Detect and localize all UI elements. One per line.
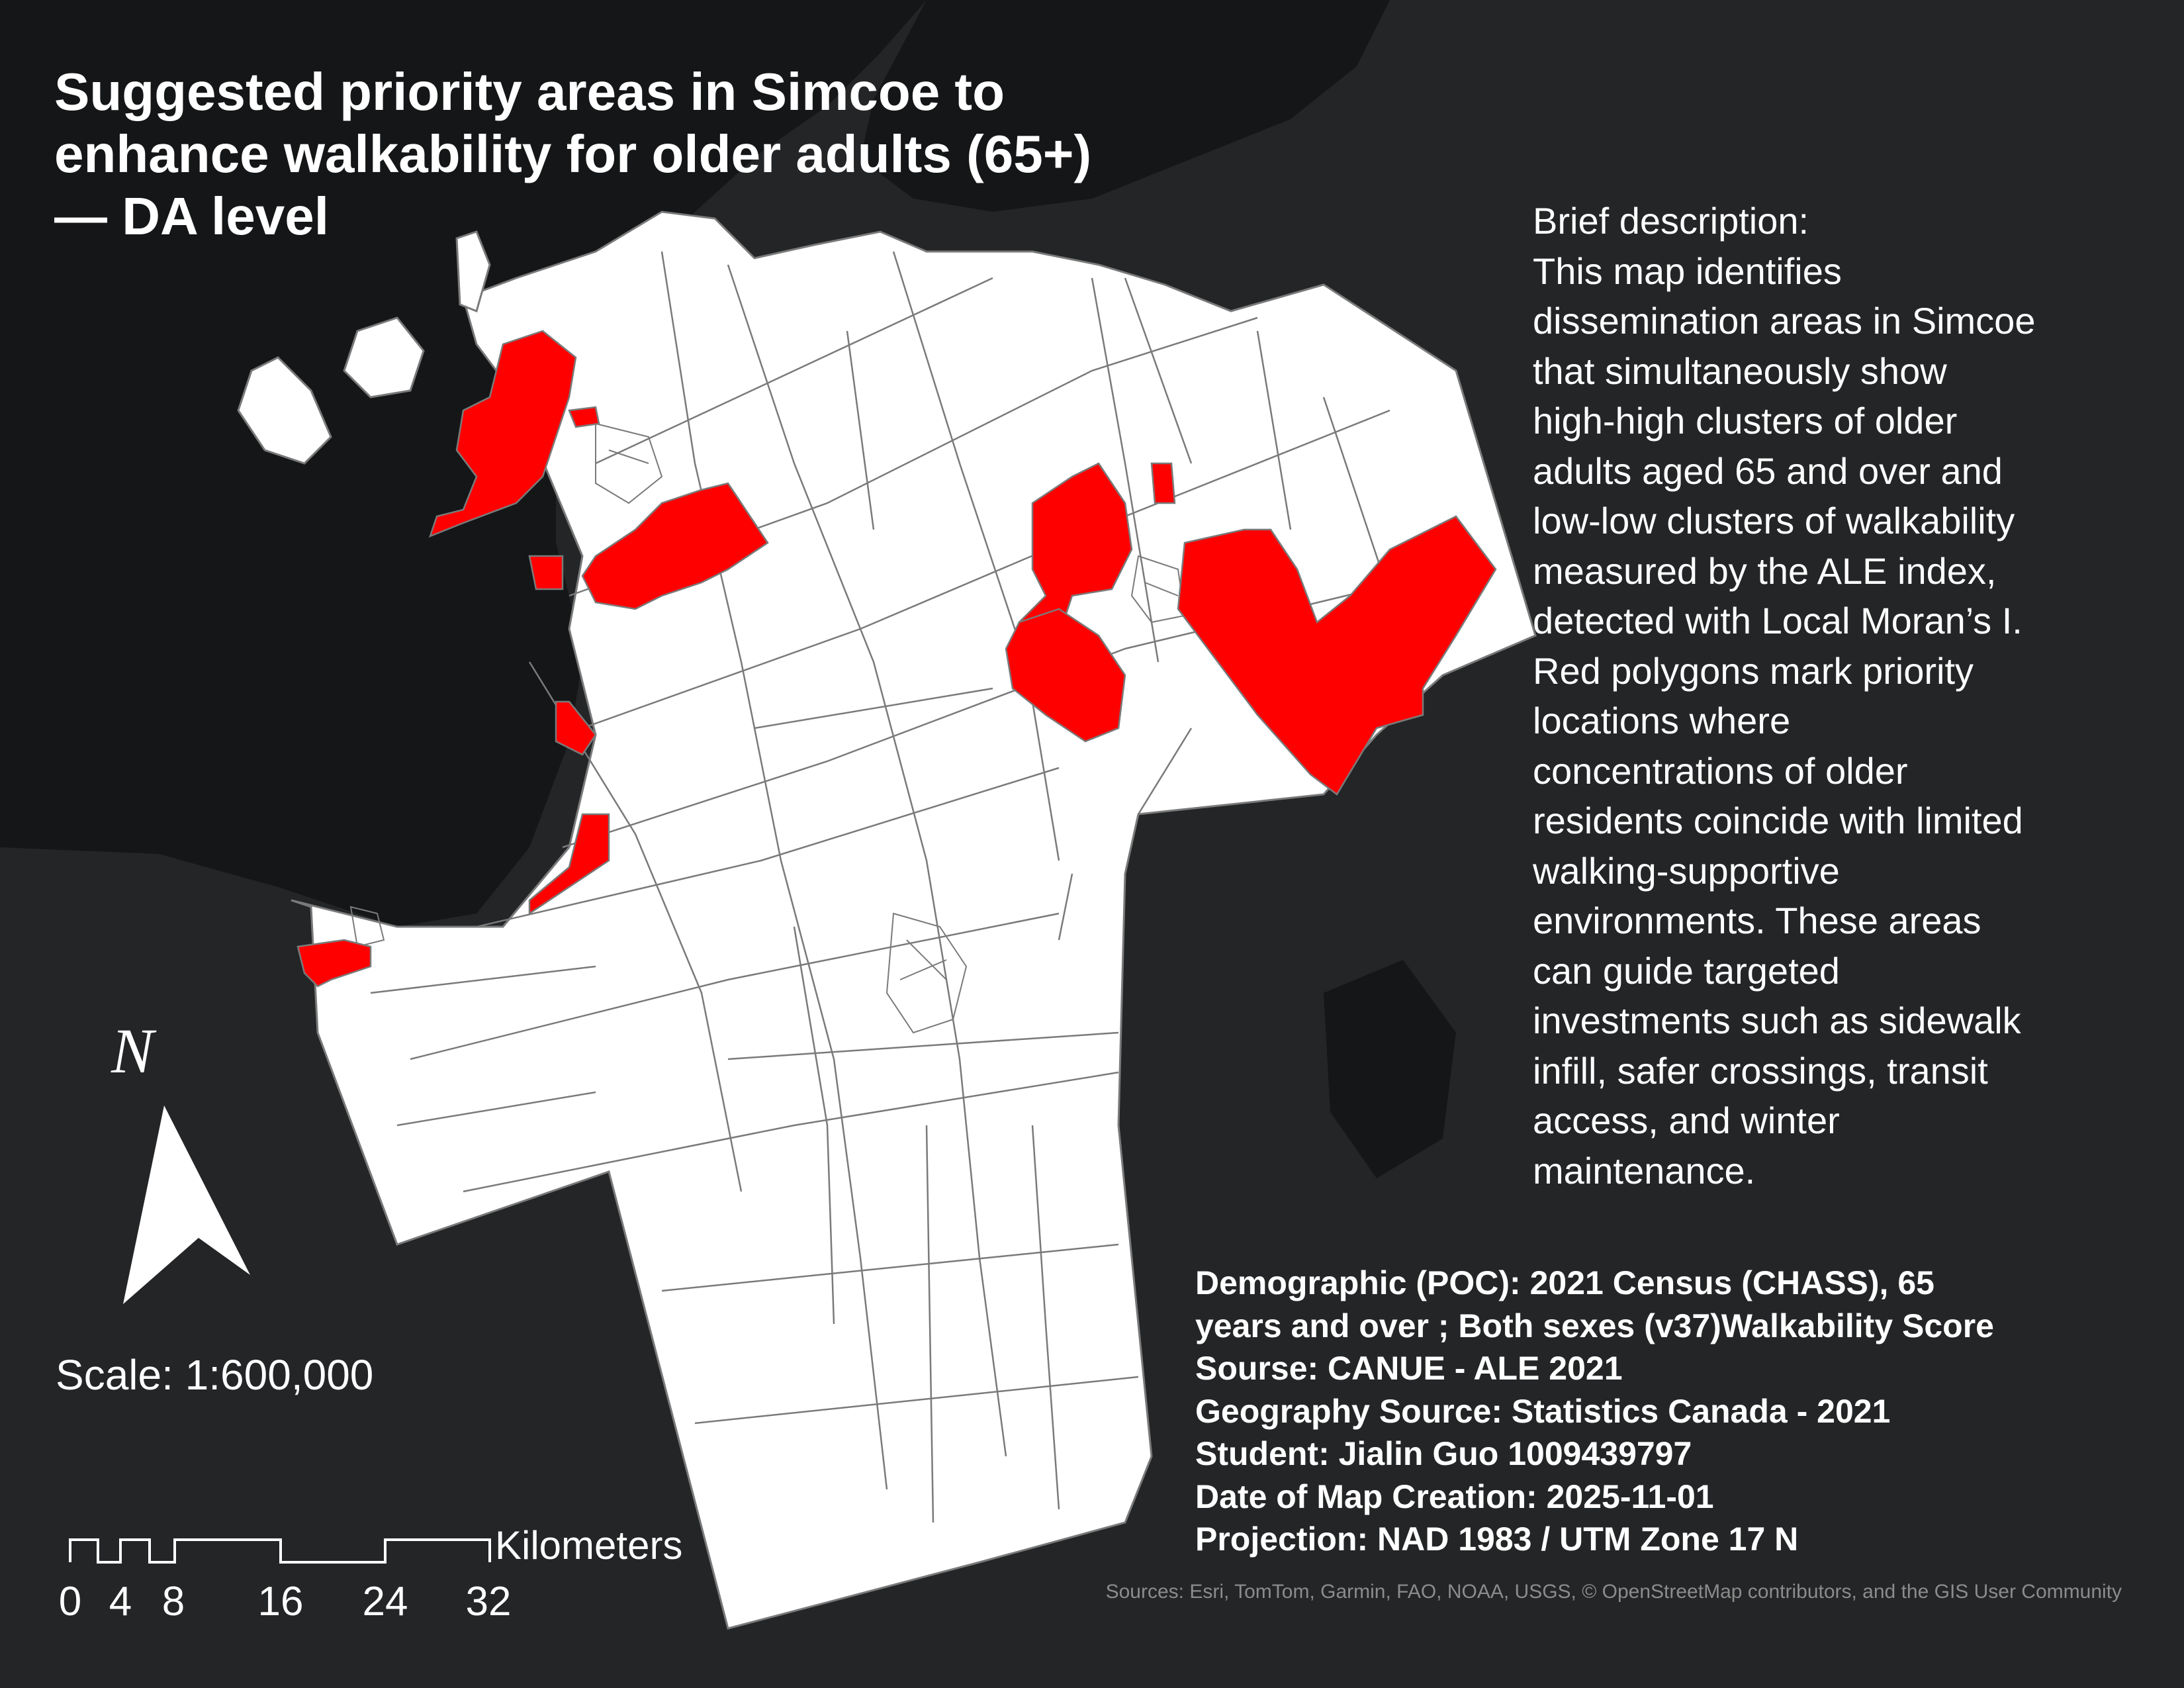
- description-line: environments. These areas: [1533, 900, 1981, 941]
- priority-area-orillia-north: [1150, 462, 1176, 504]
- peninsula-island: [237, 356, 332, 465]
- scale-unit: Kilometers: [495, 1523, 683, 1568]
- muskoka-lakes-water: [860, 0, 1390, 212]
- scale-ratio: Scale: 1:600,000: [56, 1351, 374, 1399]
- description-line: investments such as sidewalk: [1533, 1000, 2021, 1041]
- description-line: residents coincide with limited: [1533, 800, 2023, 841]
- north-arrow-icon: [123, 1105, 250, 1304]
- brief-description: Brief description: This map identifies d…: [1533, 196, 2155, 1196]
- priority-area-collingwood-east: [528, 813, 610, 915]
- scale-tick: 4: [109, 1579, 132, 1624]
- christian-island: [455, 230, 491, 313]
- scale-tick: 24: [362, 1579, 408, 1624]
- description-line: access, and winter: [1533, 1100, 1840, 1141]
- eastern-lake-water: [1324, 960, 1456, 1178]
- basemap-credits: Sources: Esri, TomTom, Garmin, FAO, NOAA…: [1105, 1581, 2122, 1603]
- metadata-geography: Geography Source: Statistics Canada - 20…: [1195, 1392, 1891, 1430]
- description-line: measured by the ALE index,: [1533, 549, 1997, 592]
- map-metadata: Demographic (POC): 2021 Census (CHASS), …: [1195, 1262, 2148, 1561]
- georgian-bay-water: [0, 0, 927, 927]
- description-line: locations where: [1533, 700, 1791, 741]
- description-line: maintenance.: [1533, 1149, 1756, 1192]
- metadata-date: Date of Map Creation: 2025-11-01: [1195, 1477, 1714, 1515]
- title-line: Suggested priority areas in Simcoe to: [54, 62, 1005, 121]
- description-line: can guide targeted: [1533, 949, 1840, 992]
- priority-area-midland-penetanguishene: [428, 330, 577, 538]
- priority-area-wasaga-beach: [555, 700, 597, 756]
- scale-tick: 32: [465, 1579, 512, 1624]
- description-line: Red polygons mark priority: [1533, 649, 1974, 692]
- title-line: — DA level: [54, 187, 329, 246]
- description-line: This map identifies: [1533, 250, 1842, 292]
- description-line: walking-supportive: [1533, 849, 1840, 892]
- description-line: high-high clusters of older: [1533, 400, 1958, 442]
- priority-area-orillia-south: [1005, 608, 1126, 743]
- metadata-student: Student: Jialin Guo 1009439797: [1195, 1435, 1692, 1472]
- description-line: Brief description:: [1533, 200, 1809, 242]
- description-line: low-low clusters of walkability: [1533, 500, 2015, 541]
- priority-area-tay: [581, 482, 769, 610]
- map-title: Suggested priority areas in Simcoe to en…: [54, 61, 1312, 248]
- description-line: dissemination areas in Simcoe: [1533, 300, 2036, 342]
- priority-area-port-mcnicoll: [568, 406, 600, 428]
- title-line: enhance walkability for older adults (65…: [54, 124, 1092, 183]
- metadata-projection: Projection: NAD 1983 / UTM Zone 17 N: [1195, 1521, 1799, 1558]
- small-island: [343, 316, 425, 399]
- simcoe-county: [237, 211, 1537, 1630]
- metadata-source: Sourse: CANUE - ALE 2021: [1195, 1350, 1623, 1387]
- description-line: infill, safer crossings, transit: [1533, 1049, 1988, 1092]
- scale-bar: [69, 1538, 491, 1564]
- metadata-demographic-cont: years and over ; Both sexes (v37)Walkabi…: [1195, 1307, 1994, 1344]
- priority-areas: [296, 330, 1497, 988]
- scale-tick: 8: [161, 1579, 185, 1624]
- scale-tick: 16: [257, 1579, 304, 1624]
- priority-area-ramara: [1177, 515, 1497, 796]
- priority-area-collingwood-west: [296, 939, 372, 988]
- description-line: detected with Local Moran’s I.: [1533, 600, 2023, 641]
- description-line: adults aged 65 and over and: [1533, 449, 2003, 492]
- scale-tick: 0: [58, 1579, 82, 1624]
- north-label: N: [111, 1015, 154, 1086]
- priority-area-small-midland: [528, 555, 564, 590]
- metadata-demographic: Demographic (POC): 2021 Census (CHASS), …: [1195, 1264, 1934, 1301]
- urban-clusters: [349, 422, 1186, 1034]
- description-line: concentrations of older: [1533, 749, 1908, 792]
- description-line: that simultaneously show: [1533, 350, 1947, 392]
